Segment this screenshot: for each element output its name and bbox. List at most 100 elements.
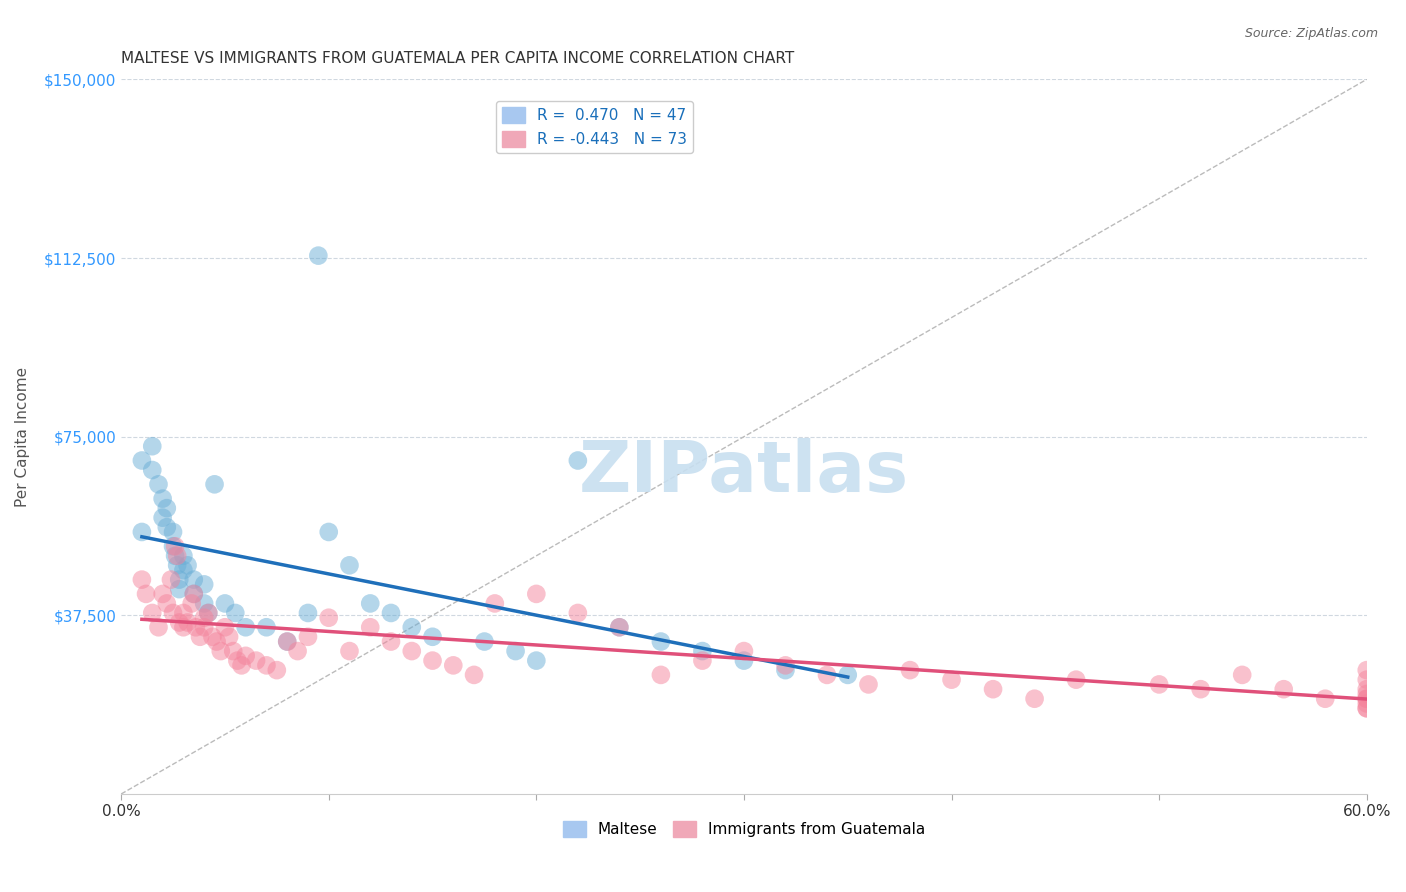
Point bbox=[1355, 691, 1378, 706]
Point bbox=[166, 558, 188, 573]
Point bbox=[193, 577, 215, 591]
Point bbox=[183, 587, 205, 601]
Point bbox=[318, 524, 340, 539]
Point bbox=[1272, 682, 1295, 697]
Point bbox=[359, 620, 381, 634]
Legend: Maltese, Immigrants from Guatemala: Maltese, Immigrants from Guatemala bbox=[557, 815, 931, 844]
Point bbox=[204, 477, 226, 491]
Point bbox=[160, 573, 183, 587]
Point bbox=[339, 558, 361, 573]
Point bbox=[1355, 701, 1378, 715]
Point bbox=[172, 606, 194, 620]
Point bbox=[214, 620, 236, 634]
Point bbox=[201, 630, 224, 644]
Point bbox=[422, 630, 444, 644]
Point bbox=[172, 549, 194, 563]
Point bbox=[165, 549, 187, 563]
Point bbox=[318, 611, 340, 625]
Point bbox=[224, 606, 246, 620]
Point bbox=[197, 606, 219, 620]
Point bbox=[162, 539, 184, 553]
Point bbox=[1355, 687, 1378, 701]
Point bbox=[422, 654, 444, 668]
Point bbox=[733, 654, 755, 668]
Point bbox=[1315, 691, 1337, 706]
Point bbox=[131, 524, 153, 539]
Point bbox=[692, 644, 714, 658]
Point bbox=[167, 582, 190, 596]
Point bbox=[152, 587, 174, 601]
Point bbox=[505, 644, 527, 658]
Point bbox=[474, 634, 496, 648]
Point bbox=[256, 620, 278, 634]
Point bbox=[1024, 691, 1046, 706]
Point bbox=[193, 620, 215, 634]
Point bbox=[297, 630, 319, 644]
Point bbox=[184, 620, 207, 634]
Point bbox=[1355, 691, 1378, 706]
Point bbox=[152, 510, 174, 524]
Point bbox=[1230, 668, 1253, 682]
Point bbox=[156, 501, 179, 516]
Point bbox=[609, 620, 631, 634]
Point bbox=[176, 615, 198, 630]
Text: MALTESE VS IMMIGRANTS FROM GUATEMALA PER CAPITA INCOME CORRELATION CHART: MALTESE VS IMMIGRANTS FROM GUATEMALA PER… bbox=[121, 51, 794, 66]
Point bbox=[135, 587, 157, 601]
Point bbox=[567, 606, 589, 620]
Point bbox=[141, 439, 163, 453]
Point bbox=[1147, 677, 1170, 691]
Point bbox=[245, 654, 267, 668]
Point bbox=[205, 634, 228, 648]
Point bbox=[156, 520, 179, 534]
Point bbox=[193, 596, 215, 610]
Point bbox=[941, 673, 963, 687]
Point bbox=[148, 477, 170, 491]
Point bbox=[1355, 682, 1378, 697]
Point bbox=[152, 491, 174, 506]
Point bbox=[156, 596, 179, 610]
Point bbox=[484, 596, 506, 610]
Point bbox=[166, 549, 188, 563]
Point bbox=[1355, 673, 1378, 687]
Point bbox=[172, 563, 194, 577]
Point bbox=[1355, 701, 1378, 715]
Point bbox=[463, 668, 485, 682]
Point bbox=[197, 606, 219, 620]
Point bbox=[837, 668, 859, 682]
Point bbox=[235, 648, 257, 663]
Point bbox=[167, 615, 190, 630]
Point bbox=[307, 249, 329, 263]
Point bbox=[858, 677, 880, 691]
Point bbox=[524, 654, 547, 668]
Point bbox=[193, 611, 215, 625]
Point bbox=[692, 654, 714, 668]
Point bbox=[167, 573, 190, 587]
Point bbox=[567, 453, 589, 467]
Point bbox=[981, 682, 1004, 697]
Point bbox=[276, 634, 298, 648]
Point bbox=[180, 596, 202, 610]
Point bbox=[176, 558, 198, 573]
Point bbox=[380, 606, 402, 620]
Point bbox=[266, 663, 288, 677]
Point bbox=[815, 668, 838, 682]
Point bbox=[131, 573, 153, 587]
Point bbox=[226, 654, 249, 668]
Point bbox=[524, 587, 547, 601]
Point bbox=[148, 620, 170, 634]
Point bbox=[256, 658, 278, 673]
Point bbox=[775, 658, 797, 673]
Point bbox=[441, 658, 464, 673]
Point bbox=[209, 644, 232, 658]
Point bbox=[733, 644, 755, 658]
Point bbox=[380, 634, 402, 648]
Point bbox=[131, 453, 153, 467]
Point bbox=[1355, 697, 1378, 711]
Point bbox=[1355, 663, 1378, 677]
Point bbox=[287, 644, 309, 658]
Point bbox=[276, 634, 298, 648]
Point bbox=[898, 663, 921, 677]
Point bbox=[183, 573, 205, 587]
Point bbox=[339, 644, 361, 658]
Point bbox=[650, 668, 672, 682]
